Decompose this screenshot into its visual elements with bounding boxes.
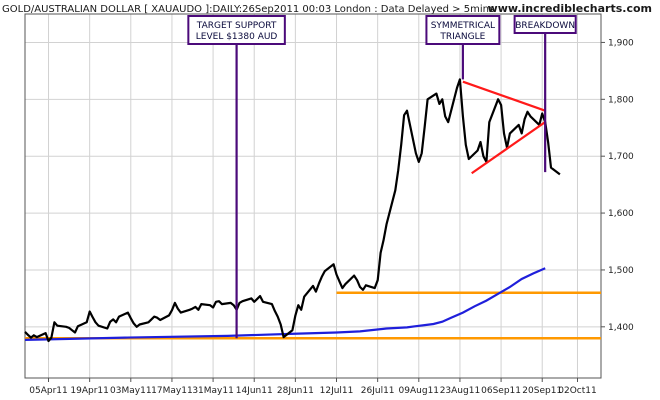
x-tick-label: 26Jul11 <box>361 386 395 396</box>
price-series-line <box>24 78 561 343</box>
grid <box>25 14 601 378</box>
y-tick-label: 1,900 <box>608 38 634 48</box>
annotation-text: SYMMETRICAL <box>431 21 495 31</box>
chart-title: GOLD/AUSTRALIAN DOLLAR [ XAUAUDO ]:DAILY… <box>2 4 494 15</box>
x-tick-label: 06Sep11 <box>481 386 521 396</box>
x-tick-label: 20Sep11 <box>522 386 562 396</box>
price-line <box>24 78 561 343</box>
triangle-lower-line <box>471 121 546 175</box>
annotation-text: TRIANGLE <box>439 32 485 42</box>
x-tick-label: 12Jul11 <box>320 386 354 396</box>
x-tick-label: 14Jun11 <box>236 386 273 396</box>
y-tick-label: 1,400 <box>608 323 634 333</box>
y-tick-label: 1,700 <box>608 152 634 162</box>
annotation-box <box>187 15 286 45</box>
x-tick-label: 28Jun11 <box>277 386 314 396</box>
x-tick-label: 19Apr11 <box>70 386 108 396</box>
annotation-text: LEVEL $1380 AUD <box>196 32 278 42</box>
annotation-box <box>513 15 577 34</box>
plot-frame <box>24 13 602 379</box>
annotation-text: BREAKDOWN <box>515 21 575 31</box>
x-tick-label: 23Aug11 <box>440 386 480 396</box>
x-tick-label: 03May11 <box>110 386 152 396</box>
x-tick-label: 31May11 <box>192 386 234 396</box>
annotation-text: TARGET SUPPORT <box>196 21 277 31</box>
y-tick-label: 1,500 <box>608 266 634 276</box>
site-watermark: www.incrediblecharts.com <box>488 2 652 15</box>
y-axis: 1,400 1,500 1,600 1,700 1,800 1,900 <box>601 38 634 333</box>
moving-average <box>24 267 546 341</box>
x-tick-label: 05Apr11 <box>29 386 67 396</box>
y-tick-label: 1,800 <box>608 95 634 105</box>
moving-average-line <box>24 267 546 341</box>
triangle-upper-line <box>462 80 546 112</box>
x-tick-label: 09Aug11 <box>399 386 439 396</box>
x-tick-label: 02Oct11 <box>558 386 596 396</box>
x-tick-label: 17May11 <box>151 386 193 396</box>
x-axis: 05Apr11 19Apr11 03May11 17May11 31May11 14Jun… <box>29 378 597 396</box>
y-tick-label: 1,600 <box>608 209 634 219</box>
annotation-box <box>425 15 501 45</box>
symmetrical-triangle-lines <box>462 80 546 175</box>
